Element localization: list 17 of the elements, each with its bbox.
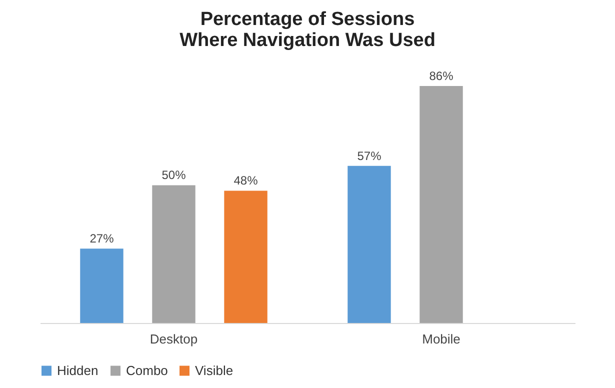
bar — [224, 190, 268, 323]
x-tick-label: Desktop — [150, 332, 198, 346]
data-label: 86% — [429, 69, 454, 83]
legend-label: Visible — [195, 362, 234, 378]
legend-label: Combo — [126, 362, 168, 378]
bar — [348, 166, 391, 323]
data-label: 50% — [162, 168, 186, 182]
x-tick-label: Mobile — [422, 332, 460, 346]
bar — [420, 86, 463, 323]
bar — [80, 248, 124, 323]
data-label: 27% — [90, 232, 114, 246]
bar — [152, 185, 196, 323]
legend-label: Hidden — [57, 362, 98, 378]
text: Where Navigation Was Used — [180, 30, 436, 51]
data-label: 48% — [234, 174, 258, 188]
data-label: 57% — [357, 148, 382, 163]
text: Percentage of Sessions — [200, 9, 415, 30]
